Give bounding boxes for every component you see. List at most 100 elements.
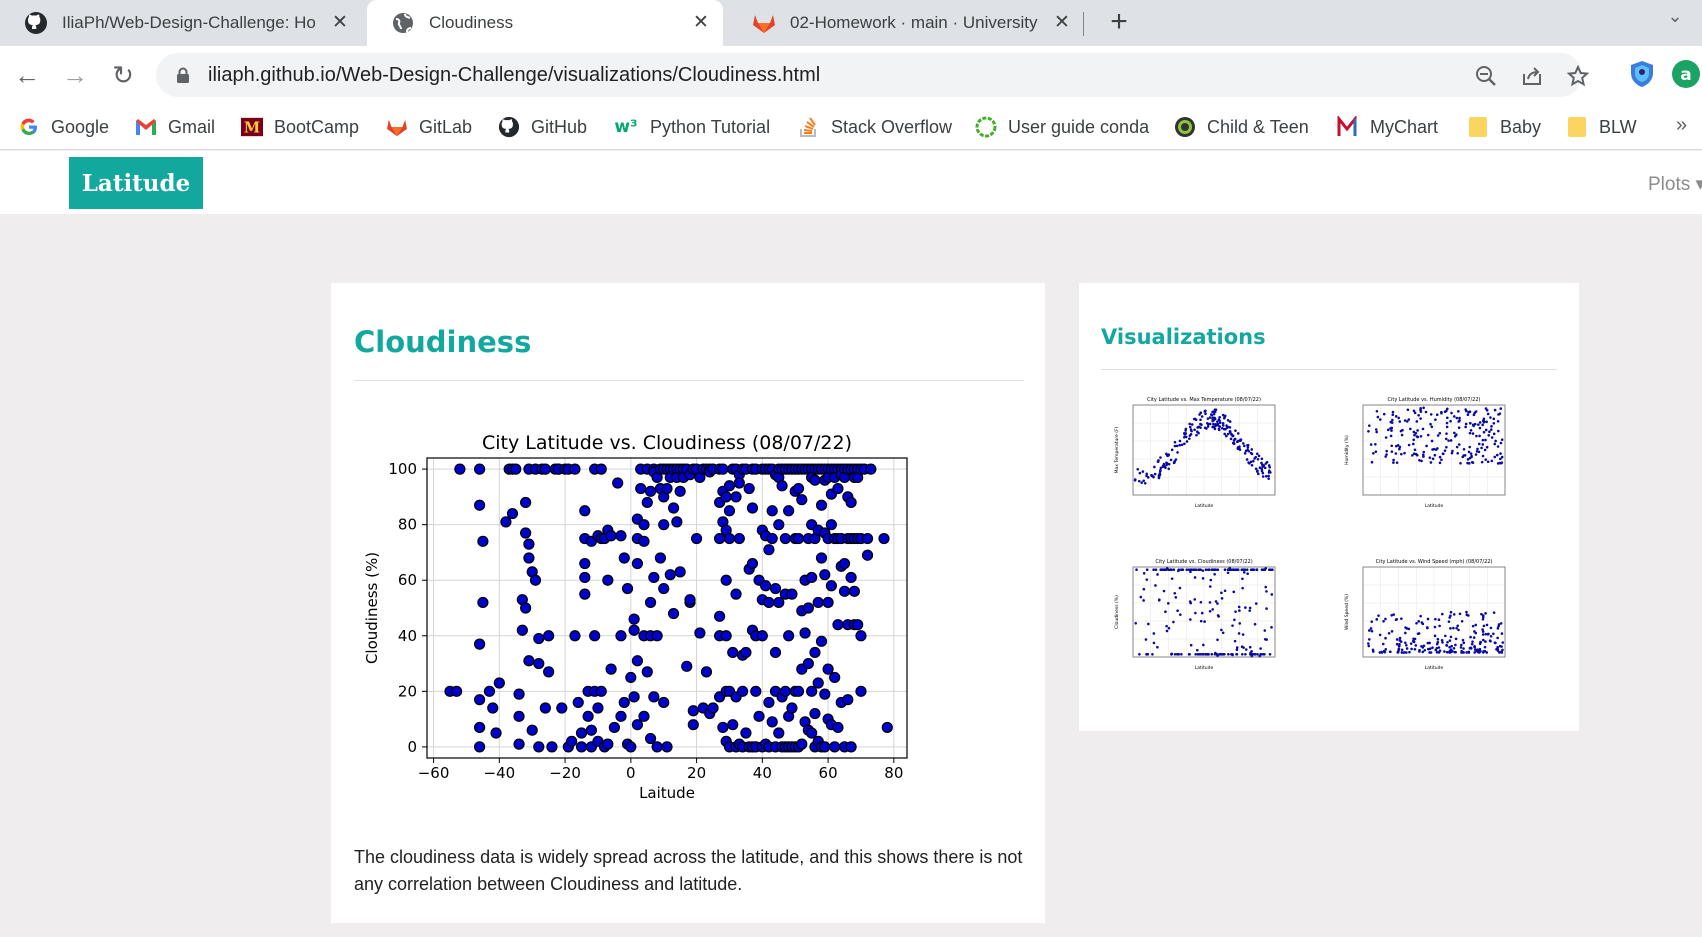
tab-gitlab[interactable]: 02-Homework · main · University ✕: [728, 0, 1084, 46]
bookmark-mychart[interactable]: MyChart: [1337, 104, 1438, 150]
thumb-point: [1493, 408, 1497, 412]
thumb-point: [1167, 454, 1170, 457]
data-point: [454, 463, 466, 475]
bookmark-google[interactable]: Google: [18, 104, 109, 150]
thumb-point: [1262, 464, 1266, 467]
thumb-point: [1472, 424, 1475, 428]
url-path: /Web-Design-Challenge/visualizations/Clo…: [335, 64, 821, 86]
data-point: [615, 530, 627, 542]
thumb-title: City Latitude vs. Max Temperature (08/07…: [1147, 397, 1261, 403]
thumb-point: [1144, 638, 1148, 641]
close-icon[interactable]: ✕: [693, 12, 709, 33]
bookmark-bootcamp[interactable]: M BootCamp: [241, 104, 359, 150]
thumb-point: [1245, 568, 1249, 571]
thumb-point: [1195, 430, 1199, 434]
thumb-point: [1259, 653, 1262, 656]
url-text[interactable]: iliaph.github.io/Web-Design-Challenge/vi…: [208, 64, 820, 87]
tab-github[interactable]: IliaPh/Web-Design-Challenge: Ho ✕: [0, 0, 362, 46]
w3-icon: w³: [614, 117, 638, 137]
plots-dropdown[interactable]: Plots ▾: [1648, 174, 1702, 195]
thumb-point: [1449, 627, 1452, 630]
data-point: [825, 519, 837, 531]
new-tab-button[interactable]: +: [1110, 5, 1128, 38]
thumb-xlabel: Latitude: [1425, 665, 1444, 671]
thumb-point: [1152, 641, 1156, 645]
thumb-point: [1374, 450, 1378, 453]
data-point: [644, 485, 657, 497]
bookmark-gitlab[interactable]: GitLab: [386, 104, 472, 150]
thumbnail-max-temperature[interactable]: City Latitude vs. Max Temperature (08/07…: [1103, 391, 1283, 511]
bookmark-baby[interactable]: Baby: [1467, 104, 1541, 150]
address-bar[interactable]: iliaph.github.io/Web-Design-Challenge/vi…: [156, 53, 1589, 97]
share-icon[interactable]: [1518, 62, 1546, 90]
thumb-point: [1175, 444, 1179, 448]
thumb-point: [1256, 457, 1260, 461]
thumb-point: [1415, 453, 1419, 457]
thumb-point: [1147, 622, 1150, 626]
thumb-point: [1445, 644, 1448, 647]
data-point: [589, 630, 601, 642]
thumb-point: [1201, 569, 1205, 572]
thumb-title: City Latitude vs. Wind Speed (mph) (08/0…: [1376, 559, 1493, 565]
thumb-point: [1471, 640, 1474, 643]
data-point: [651, 741, 663, 753]
thumb-point: [1461, 638, 1465, 642]
thumb-point: [1438, 624, 1441, 628]
thumbnail-cloudiness[interactable]: City Latitude vs. Cloudiness (08/07/22) L…: [1103, 553, 1283, 673]
data-point: [674, 485, 686, 497]
thumb-xlabel: Latitude: [1195, 503, 1214, 509]
bookmark-stack-overflow[interactable]: Stack Overflow: [798, 104, 952, 150]
extension-shield-icon[interactable]: [1626, 58, 1658, 90]
tab-cloudiness[interactable]: Cloudiness ✕: [367, 0, 723, 46]
thumbnail-humidity[interactable]: City Latitude vs. Humidity (08/07/22) Lat…: [1333, 391, 1513, 511]
site-brand[interactable]: Latitude: [69, 157, 203, 209]
thumb-point: [1222, 427, 1226, 431]
close-icon[interactable]: ✕: [1054, 12, 1070, 33]
data-point: [592, 702, 604, 714]
thumb-point: [1474, 631, 1478, 635]
thumb-point: [1488, 430, 1491, 434]
thumb-point: [1464, 422, 1468, 426]
thumb-point: [1462, 454, 1465, 457]
thumb-point: [1483, 645, 1487, 649]
data-point: [523, 552, 535, 564]
bookmarks-overflow-button[interactable]: »: [1676, 114, 1688, 136]
bookmark-github[interactable]: GitHub: [498, 104, 587, 150]
account-avatar-icon[interactable]: a: [1670, 58, 1702, 90]
bookmark-child-teen[interactable]: Child & Teen: [1174, 104, 1309, 150]
bookmark-python-tutorial[interactable]: w³ Python Tutorial: [613, 104, 770, 150]
reload-icon[interactable]: ↻: [112, 60, 134, 90]
thumb-point: [1176, 451, 1179, 454]
bookmark-gmail[interactable]: Gmail: [135, 104, 215, 150]
zoom-out-icon[interactable]: [1472, 62, 1500, 90]
data-point: [796, 738, 808, 750]
thumbnail-wind-speed[interactable]: City Latitude vs. Wind Speed (mph) (08/0…: [1333, 553, 1513, 673]
bookmark-blw[interactable]: BLW: [1566, 104, 1637, 150]
thumb-point: [1426, 641, 1430, 645]
thumb-point: [1413, 448, 1417, 452]
thumb-point: [1189, 601, 1193, 605]
thumb-point: [1197, 568, 1201, 571]
x-tick-label: −60: [418, 764, 450, 782]
close-icon[interactable]: ✕: [332, 12, 348, 33]
data-point: [543, 666, 555, 678]
bookmark-star-icon[interactable]: [1564, 62, 1592, 90]
forward-icon[interactable]: →: [62, 60, 88, 90]
bookmark-user-guide-conda[interactable]: User guide conda: [975, 104, 1149, 150]
thumb-point: [1261, 475, 1265, 478]
tab-search-icon[interactable]: ⌄: [1667, 6, 1683, 26]
thumb-point: [1370, 629, 1374, 633]
data-point: [865, 463, 877, 475]
bookmark-label: GitHub: [531, 116, 588, 137]
thumb-point: [1475, 450, 1479, 453]
thumb-point: [1264, 475, 1268, 478]
thumb-point: [1248, 462, 1251, 465]
thumb-point: [1440, 638, 1444, 642]
thumb-point: [1462, 647, 1465, 650]
thumb-point: [1395, 638, 1399, 641]
thumb-point: [1475, 648, 1479, 652]
back-icon[interactable]: ←: [14, 60, 40, 90]
thumb-point: [1196, 648, 1199, 652]
thumb-point: [1197, 425, 1201, 429]
data-point: [812, 677, 824, 689]
